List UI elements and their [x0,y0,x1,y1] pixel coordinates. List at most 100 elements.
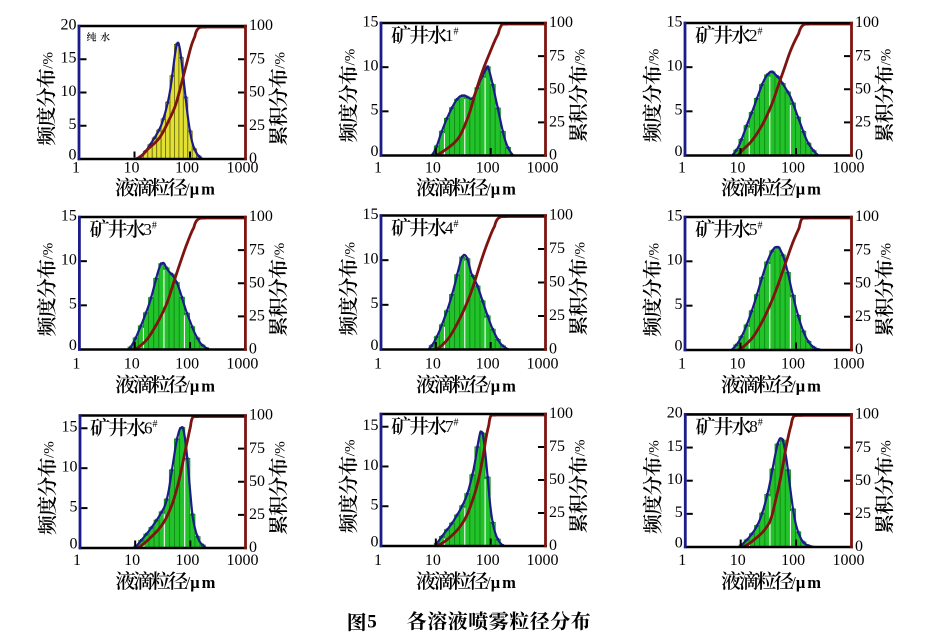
svg-text:1: 1 [72,159,80,176]
svg-text:5: 5 [749,220,758,239]
svg-text:50: 50 [549,80,565,97]
svg-text:5: 5 [371,102,379,119]
svg-text:10: 10 [730,356,746,373]
svg-text:25: 25 [249,506,265,523]
svg-text:25: 25 [855,505,871,522]
svg-text:0: 0 [549,537,557,554]
svg-text:15: 15 [363,417,379,434]
svg-text:100: 100 [855,406,879,423]
svg-text:10: 10 [61,251,77,268]
svg-text:/%: /% [41,243,57,260]
svg-text:0: 0 [249,341,257,358]
svg-text:100: 100 [476,159,500,176]
svg-text:/μm: /μ m [791,573,821,592]
svg-text:100: 100 [781,356,805,373]
svg-text:100: 100 [549,405,573,422]
svg-text:0: 0 [855,538,863,555]
svg-text:50: 50 [855,472,871,489]
svg-text:0: 0 [371,534,379,551]
svg-text:1000: 1000 [226,356,258,373]
svg-text:15: 15 [363,13,379,30]
svg-text:/%: /% [41,441,57,458]
svg-text:4: 4 [445,218,454,237]
svg-text:1000: 1000 [527,356,559,373]
svg-text:1: 1 [445,26,454,45]
svg-text:0: 0 [855,147,863,164]
svg-text:25: 25 [549,504,565,521]
svg-text:10: 10 [730,552,746,569]
svg-text:5: 5 [675,296,683,313]
svg-text:/%: /% [572,242,588,259]
svg-text:1: 1 [374,552,382,569]
svg-text:10: 10 [425,552,441,569]
svg-text:50: 50 [249,274,265,291]
svg-text:100: 100 [549,14,573,31]
svg-text:5: 5 [69,116,77,133]
svg-text:75: 75 [249,241,265,258]
svg-text:0: 0 [371,143,379,160]
svg-text:#: # [152,220,157,231]
svg-text:10: 10 [425,356,441,373]
svg-text:15: 15 [667,438,683,455]
svg-text:0: 0 [371,337,379,354]
svg-text:/μm: /μ m [791,377,821,396]
svg-text:100: 100 [855,14,879,31]
svg-text:25: 25 [855,114,871,131]
svg-text:/%: /% [272,441,288,458]
svg-text:25: 25 [549,114,565,131]
svg-text:/%: /% [572,440,588,457]
svg-text:25: 25 [549,307,565,324]
svg-text:/%: /% [647,440,663,457]
svg-text:/μm: /μ m [486,573,516,592]
svg-text:100: 100 [476,552,500,569]
svg-text:10: 10 [124,552,140,569]
svg-text:8: 8 [749,417,758,436]
svg-text:50: 50 [249,84,265,101]
svg-text:0: 0 [249,150,257,167]
svg-text:15: 15 [363,206,379,223]
svg-text:1000: 1000 [227,159,259,176]
svg-text:1: 1 [678,356,686,373]
svg-text:50: 50 [549,471,565,488]
svg-text:0: 0 [675,535,683,552]
svg-text:100: 100 [249,208,273,225]
svg-text:#: # [758,26,763,37]
svg-text:100: 100 [476,356,500,373]
svg-text:50: 50 [549,274,565,291]
svg-text:100: 100 [781,552,805,569]
svg-text:0: 0 [855,341,863,358]
svg-text:#: # [454,26,459,37]
svg-text:10: 10 [363,57,379,74]
svg-text:15: 15 [61,50,77,67]
svg-text:#: # [454,417,459,428]
svg-text:75: 75 [855,241,871,258]
svg-text:100: 100 [855,208,879,225]
svg-text:5: 5 [371,497,379,514]
svg-text:/%: /% [342,49,358,66]
svg-text:1: 1 [374,159,382,176]
svg-text:5: 5 [70,498,78,515]
svg-text:5: 5 [675,102,683,119]
svg-text:/μm: /μ m [791,180,821,199]
svg-text:/μm: /μ m [185,180,215,199]
svg-text:0: 0 [549,147,557,164]
svg-text:0: 0 [70,536,78,553]
svg-text:/%: /% [272,243,288,260]
svg-text:75: 75 [249,440,265,457]
svg-text:1: 1 [678,159,686,176]
svg-text:/%: /% [878,49,894,66]
svg-text:75: 75 [549,438,565,455]
svg-text:10: 10 [124,356,140,373]
svg-text:/%: /% [272,52,288,69]
svg-text:/%: /% [572,49,588,66]
svg-text:15: 15 [61,207,77,224]
svg-text:7: 7 [445,417,454,436]
svg-text:100: 100 [249,17,273,34]
svg-text:10: 10 [61,83,77,100]
svg-text:100: 100 [549,207,573,224]
svg-text:15: 15 [667,207,683,224]
svg-text:/%: /% [40,52,56,69]
svg-text:0: 0 [69,147,77,164]
svg-text:10: 10 [667,57,683,74]
svg-text:75: 75 [855,439,871,456]
